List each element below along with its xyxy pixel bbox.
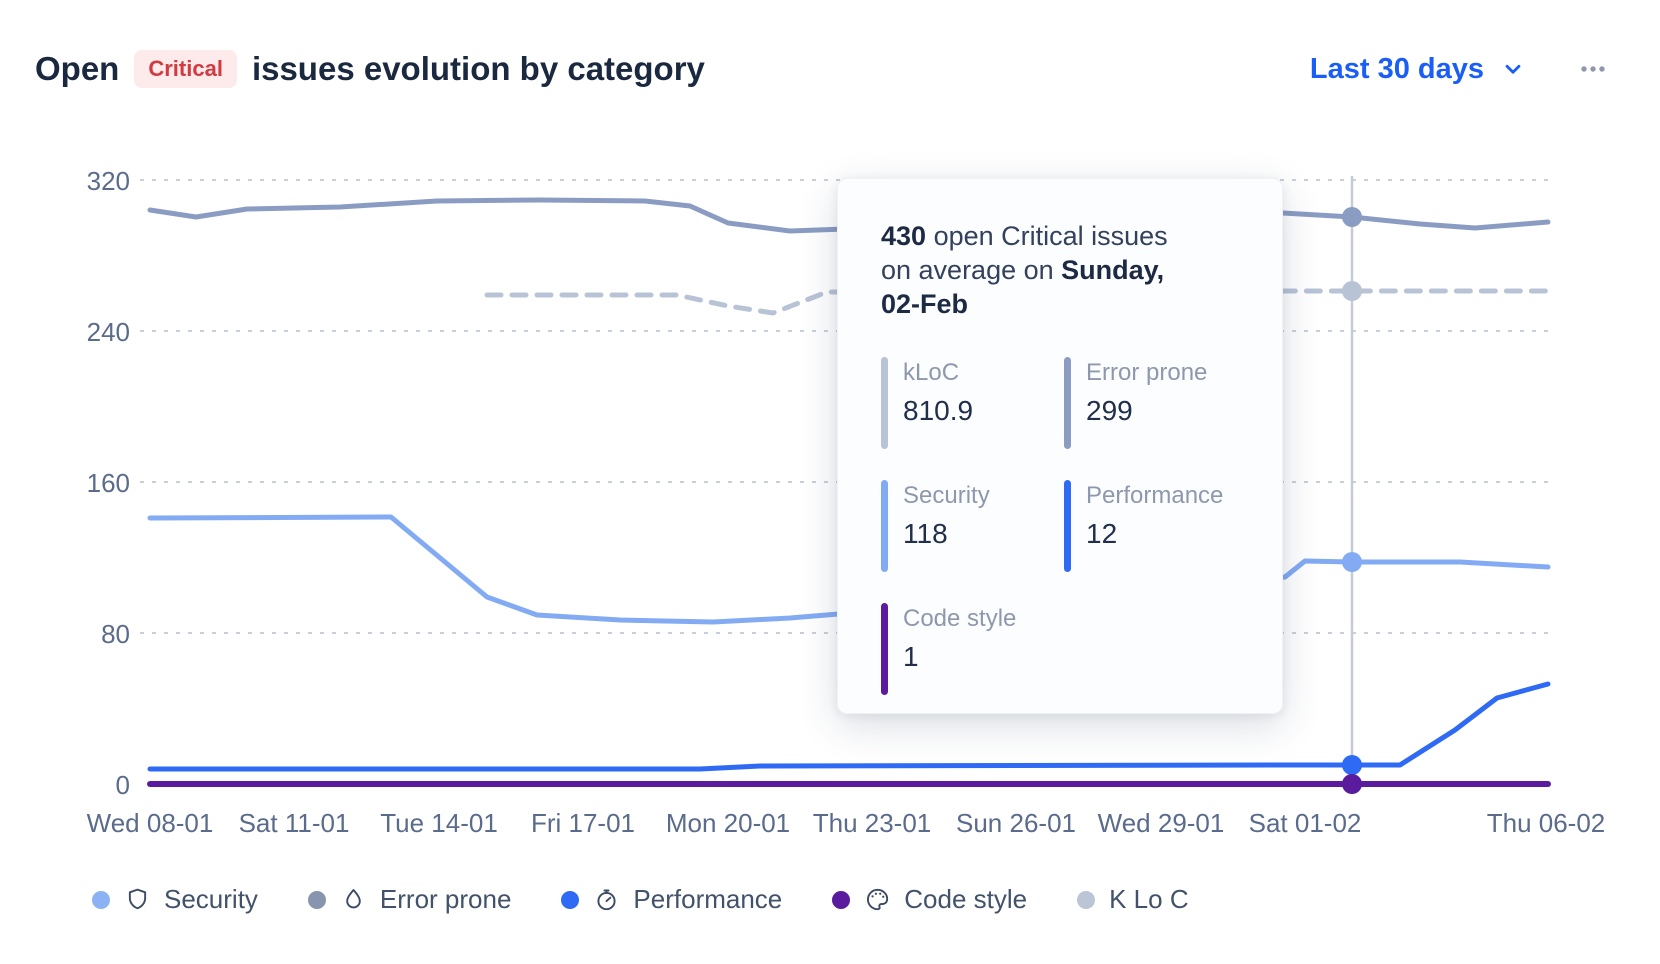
critical-badge: Critical bbox=[134, 50, 237, 88]
tooltip-date: Sunday, 02-Feb bbox=[881, 255, 1165, 319]
title-suffix: issues evolution by category bbox=[251, 50, 705, 87]
tooltip-entry-kloc: kLoC 810.9 bbox=[881, 357, 1064, 449]
dot-kloc bbox=[1342, 281, 1362, 301]
legend: Security Error prone Performance Code st… bbox=[92, 884, 1189, 915]
tooltip-entry-performance: Performance 12 bbox=[1064, 480, 1247, 572]
dot-error-prone bbox=[1342, 207, 1362, 227]
y-tick-320: 320 bbox=[86, 166, 130, 196]
tooltip-entry-value: 299 bbox=[1086, 395, 1133, 426]
tooltip-entry-label: Performance bbox=[1086, 482, 1224, 509]
x-tick-3: Fri 17-01 bbox=[530, 808, 636, 838]
legend-label: K Lo C bbox=[1109, 884, 1189, 914]
legend-label: Performance bbox=[633, 884, 783, 914]
dot-performance bbox=[1342, 755, 1362, 775]
performance-color-bar bbox=[1064, 480, 1071, 572]
series-kloc bbox=[484, 288, 1551, 316]
tooltip-entry-label: Error prone bbox=[1086, 359, 1208, 386]
header-controls: Last 30 days bbox=[1310, 52, 1610, 86]
tooltip-entry-label: kLoC bbox=[903, 359, 960, 386]
y-tick-240: 240 bbox=[86, 317, 130, 347]
tooltip-entry-value: 810.9 bbox=[903, 395, 974, 426]
dot-code-style bbox=[1342, 774, 1362, 794]
legend-item-security[interactable]: Security bbox=[92, 884, 258, 915]
tooltip-entry-code-style: Code style 1 bbox=[881, 603, 1064, 695]
tooltip-entry-security: Security 118 bbox=[881, 480, 1064, 572]
performance-dot bbox=[561, 890, 580, 909]
tooltip: 430 open Critical issues on average on S… bbox=[837, 178, 1283, 714]
more-menu-button[interactable] bbox=[1576, 52, 1610, 86]
y-tick-0: 0 bbox=[115, 770, 130, 800]
code-style-color-bar bbox=[881, 603, 888, 695]
chevron-down-icon bbox=[1505, 64, 1521, 74]
legend-item-kloc[interactable]: K Lo C bbox=[1077, 884, 1189, 915]
tooltip-entry-error-prone: Error prone 299 bbox=[1064, 357, 1247, 449]
x-tick-9: Thu 06-02 bbox=[1486, 808, 1606, 838]
x-tick-4: Mon 20-01 bbox=[665, 808, 791, 838]
ellipsis-icon bbox=[1581, 66, 1605, 72]
series-error-prone bbox=[147, 197, 1551, 234]
legend-item-error-prone[interactable]: Error prone bbox=[307, 884, 512, 915]
x-tick-1: Sat 11-01 bbox=[238, 808, 350, 838]
tooltip-entry-value: 12 bbox=[1086, 518, 1118, 549]
series-security bbox=[147, 514, 1551, 625]
page-title: Open Critical issues evolution by catego… bbox=[35, 50, 705, 88]
title-prefix: Open bbox=[35, 50, 120, 87]
kloc-dot bbox=[1077, 890, 1096, 909]
tooltip-entry-value: 1 bbox=[903, 641, 919, 672]
code-style-dot bbox=[832, 890, 851, 909]
y-tick-160: 160 bbox=[86, 468, 130, 498]
chart-header: Open Critical issues evolution by catego… bbox=[35, 40, 1610, 98]
date-range-selector[interactable]: Last 30 days bbox=[1310, 53, 1526, 86]
legend-label: Error prone bbox=[379, 884, 512, 914]
x-tick-2: Tue 14-01 bbox=[380, 808, 498, 838]
drop-icon bbox=[346, 889, 361, 909]
x-tick-5: Thu 23-01 bbox=[812, 808, 932, 838]
error-prone-dot bbox=[307, 890, 326, 909]
kloc-color-bar bbox=[881, 357, 888, 449]
dot-security bbox=[1342, 552, 1362, 572]
tooltip-entry-label: Security bbox=[903, 482, 990, 509]
security-dot bbox=[92, 890, 110, 909]
crosshair-dots bbox=[1342, 207, 1362, 794]
tooltip-title: 430 open Critical issues on average on S… bbox=[881, 219, 1171, 321]
legend-item-performance[interactable]: Performance bbox=[561, 884, 782, 915]
y-tick-80: 80 bbox=[101, 619, 130, 649]
tooltip-count: 430 bbox=[881, 221, 927, 251]
x-tick-6: Sun 26-01 bbox=[956, 808, 1076, 838]
x-tick-7: Wed 29-01 bbox=[1097, 808, 1225, 838]
tooltip-entry-label: Code style bbox=[903, 605, 1017, 632]
stopwatch-icon bbox=[597, 889, 616, 911]
error-prone-color-bar bbox=[1064, 357, 1071, 449]
tooltip-entries: kLoC 810.9 Error prone 299 Security 118 … bbox=[881, 357, 1282, 695]
x-tick-8: Sat 01-02 bbox=[1248, 808, 1362, 838]
x-tick-0: Wed 08-01 bbox=[86, 808, 214, 838]
tooltip-text: open Critical issues on average on bbox=[881, 221, 1168, 285]
legend-label: Code style bbox=[904, 884, 1028, 914]
legend-item-code-style[interactable]: Code style bbox=[832, 884, 1027, 915]
date-range-label: Last 30 days bbox=[1309, 52, 1484, 85]
palette-icon bbox=[867, 888, 889, 911]
security-color-bar bbox=[881, 480, 888, 572]
legend-label: Security bbox=[164, 884, 258, 914]
shield-icon bbox=[128, 888, 147, 910]
tooltip-entry-value: 118 bbox=[903, 518, 948, 549]
